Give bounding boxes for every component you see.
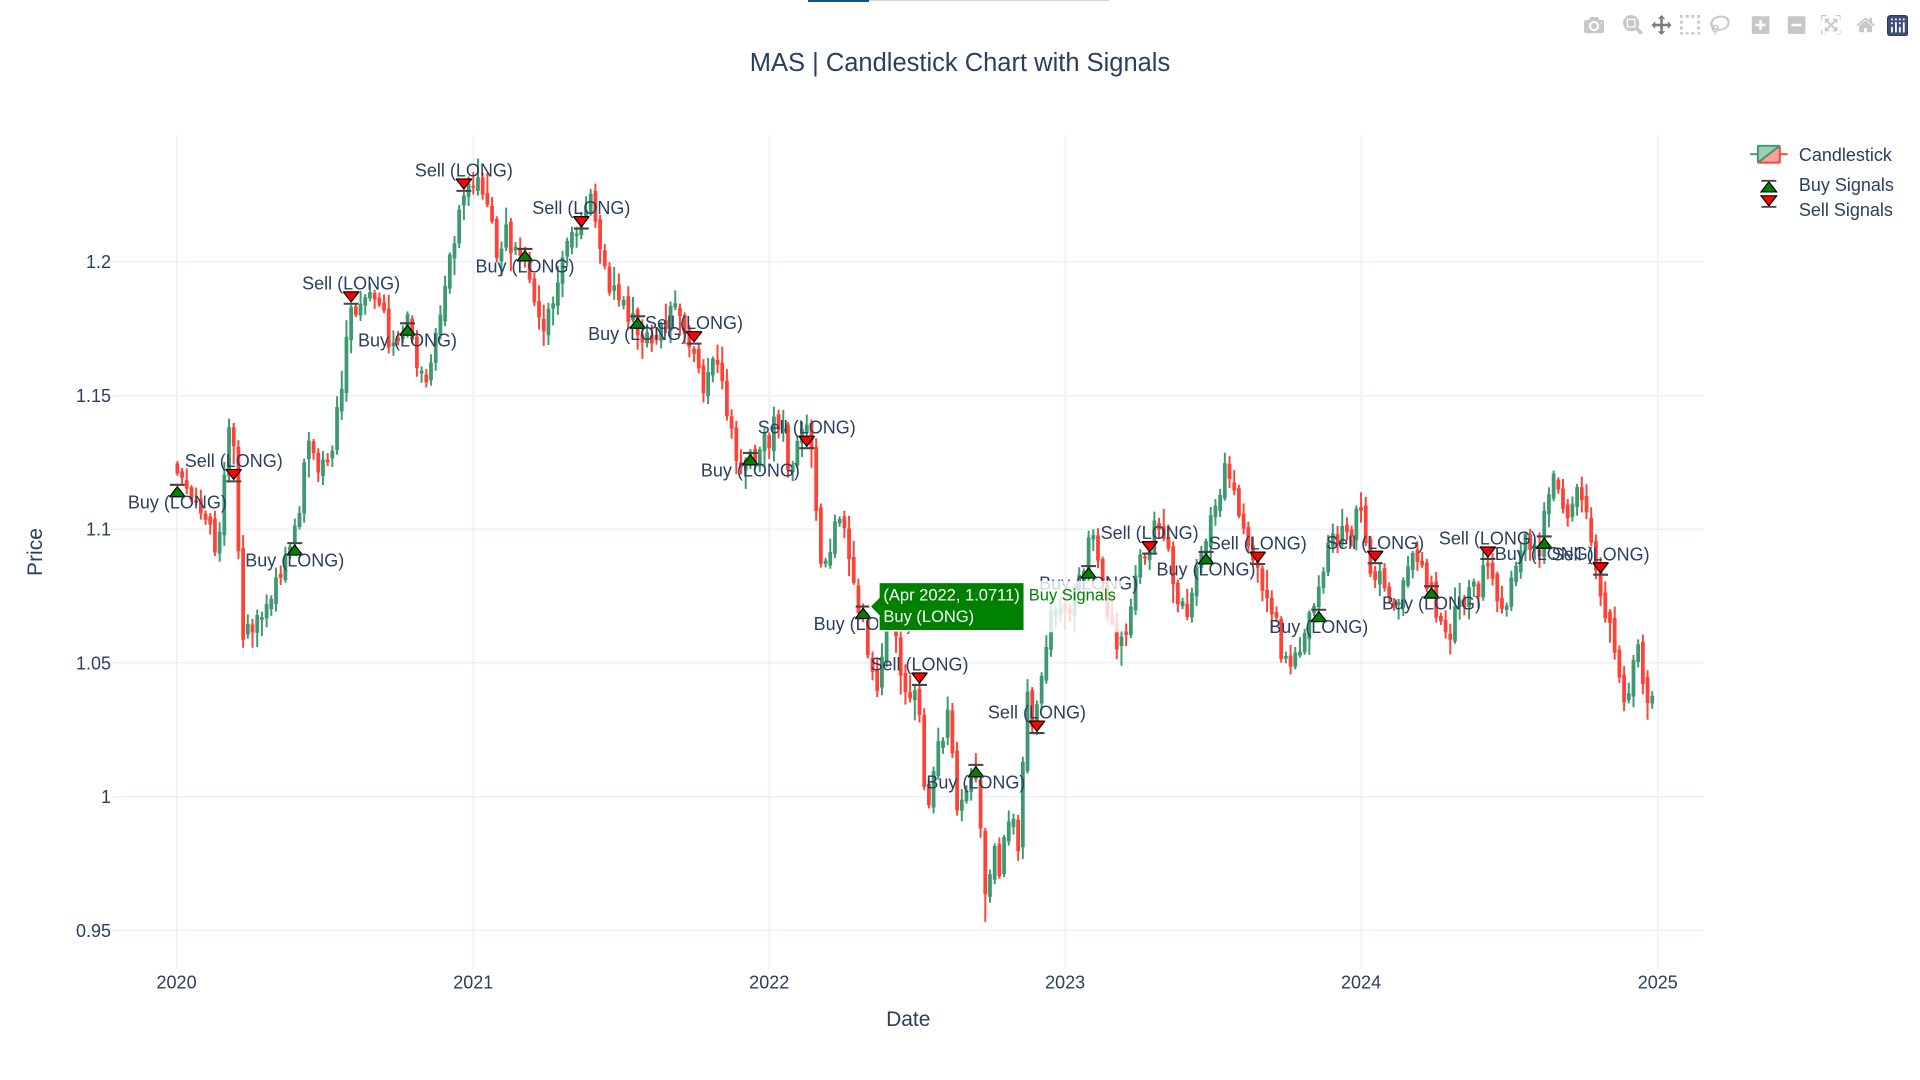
svg-text:Date: Date bbox=[886, 1008, 930, 1031]
svg-text:Sell Signals: Sell Signals bbox=[1799, 200, 1893, 220]
svg-text:Buy Signals: Buy Signals bbox=[1799, 175, 1894, 195]
svg-text:Price: Price bbox=[24, 528, 47, 576]
svg-text:MAS | Candlestick Chart with S: MAS | Candlestick Chart with Signals bbox=[750, 49, 1170, 77]
svg-text:Candlestick: Candlestick bbox=[1799, 145, 1893, 165]
